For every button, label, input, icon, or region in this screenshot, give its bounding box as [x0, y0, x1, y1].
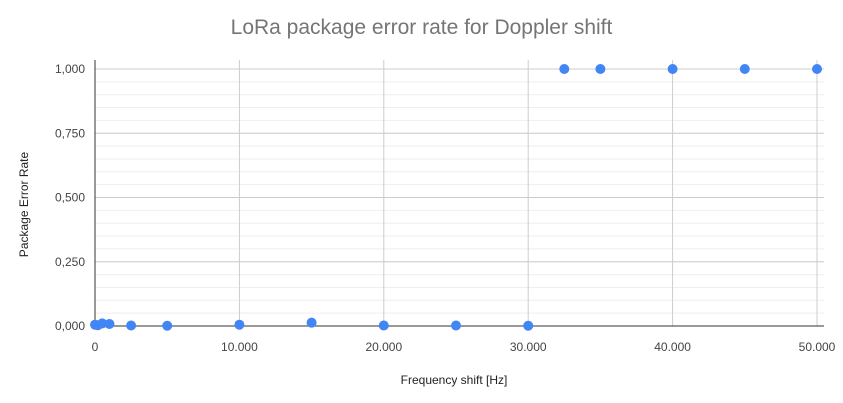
y-axis-title: Package Error Rate	[17, 151, 31, 257]
y-tick-label: 0,500	[55, 191, 85, 205]
tick-labels: 0,000 0,250 0,500 0,750 1,000 0 10.000 20.000 30…	[55, 62, 836, 354]
data-point	[104, 318, 115, 329]
x-axis-title: Frequency shift [Hz]	[401, 373, 508, 387]
x-tick-label: 20.000	[365, 340, 402, 354]
data-point	[595, 64, 606, 74]
data-point	[667, 64, 678, 74]
chart-title: LoRa package error rate for Doppler shif…	[230, 16, 613, 39]
data-points	[90, 64, 822, 331]
data-point	[97, 318, 108, 329]
data-point	[739, 64, 750, 74]
data-point	[559, 64, 570, 74]
data-point	[451, 320, 461, 331]
data-point	[162, 320, 173, 331]
data-point	[523, 320, 534, 331]
data-point	[306, 317, 317, 328]
y-tick-label: 1,000	[55, 62, 85, 76]
grid-layer	[95, 60, 824, 327]
data-point	[378, 320, 389, 331]
x-tick-label: 30.000	[510, 340, 547, 354]
x-tick-label: 10.000	[221, 340, 258, 354]
x-tick-label: 40.000	[654, 340, 691, 354]
x-tick-label: 50.000	[799, 340, 836, 354]
y-tick-label: 0,250	[55, 255, 85, 269]
data-point	[126, 320, 137, 331]
data-point	[234, 319, 245, 330]
y-tick-label: 0,000	[55, 319, 85, 333]
y-tick-label: 0,750	[55, 126, 85, 140]
x-tick-label: 0	[92, 340, 99, 354]
data-point	[812, 64, 822, 74]
axis-layer	[94, 60, 824, 327]
